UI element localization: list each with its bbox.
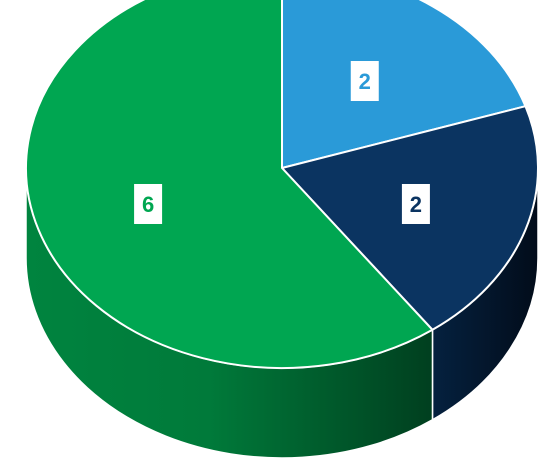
pie-data-label-1: 2: [401, 183, 430, 224]
pie-slice-2: [25, 0, 434, 369]
pie-data-label-2: 6: [134, 183, 163, 224]
pie-data-label-box-2: [134, 183, 163, 224]
pie-data-label-text-0: 2: [359, 69, 371, 94]
pie-data-label-box-1: [401, 183, 430, 224]
pie-slice-0: [281, 0, 527, 169]
pie-data-label-text-2: 6: [142, 192, 154, 217]
pie-data-label-text-1: 2: [410, 192, 422, 217]
pie-data-label-0: 2: [350, 61, 379, 102]
pie-data-label-box-0: [350, 61, 379, 102]
pie-data-labels: 2 2 6: [134, 61, 430, 224]
